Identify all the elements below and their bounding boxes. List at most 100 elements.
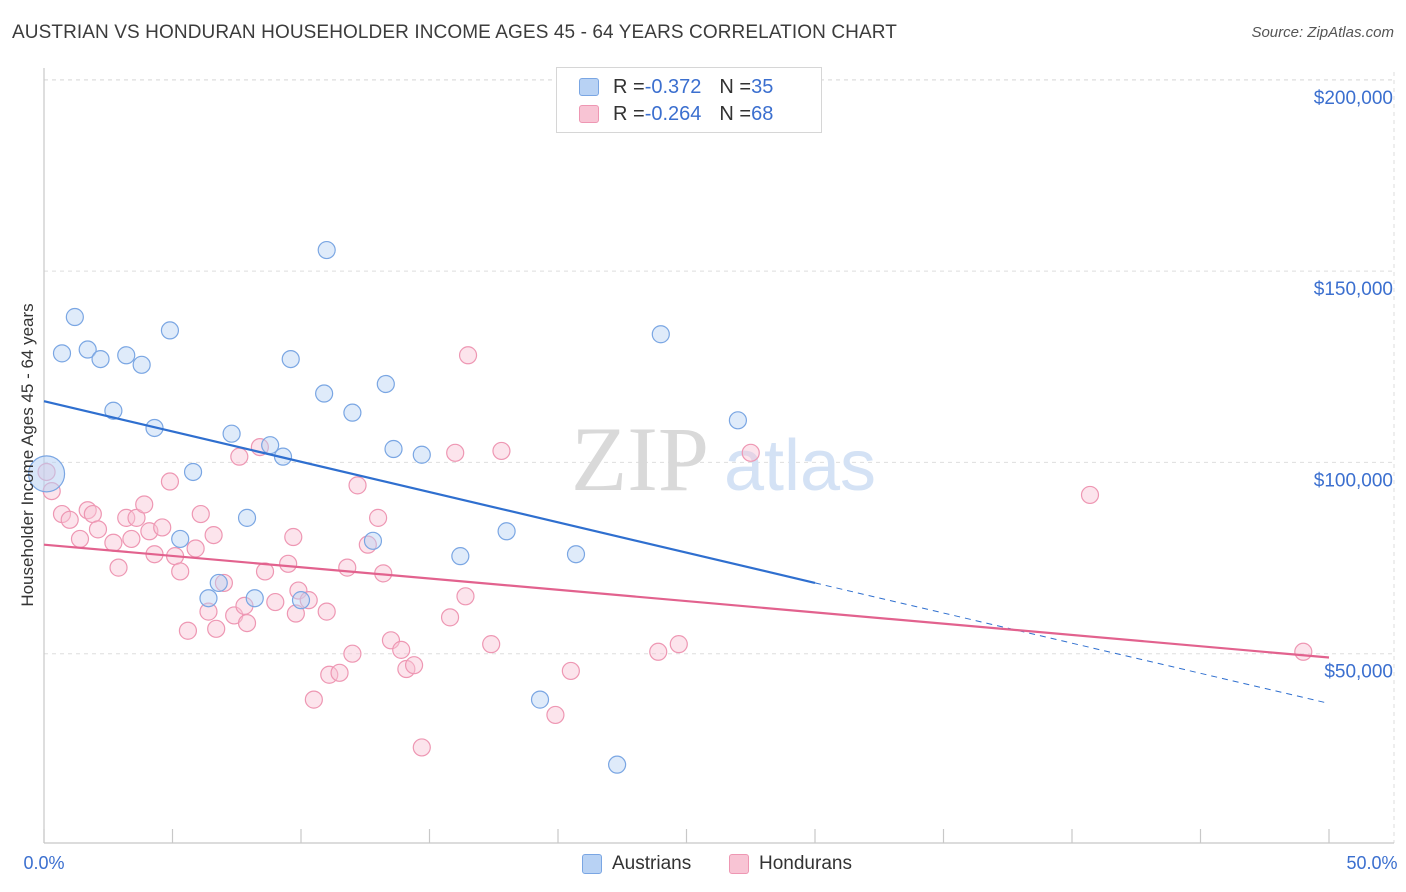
hondurans-point xyxy=(279,554,298,573)
austrians-legend-label: Austrians xyxy=(612,853,692,874)
austrians-point xyxy=(245,589,264,608)
hondurans-point xyxy=(109,558,128,577)
austrians-point xyxy=(566,545,586,564)
austrians-trend-extension xyxy=(814,582,1330,704)
hondurans-point xyxy=(1294,642,1313,661)
hondurans-point xyxy=(392,640,411,659)
r-value: -0.264 xyxy=(644,102,702,125)
hondurans-point xyxy=(458,346,478,365)
hondurans-point xyxy=(338,558,357,577)
hondurans-point xyxy=(440,608,460,627)
hondurans-point xyxy=(299,591,318,610)
austrians-point xyxy=(651,325,670,344)
hondurans-legend-label: Hondurans xyxy=(759,853,852,874)
hondurans-point xyxy=(456,587,475,606)
correlation-legend: R = -0.372 N = 35 R = -0.264 N = 68 xyxy=(556,67,822,133)
hondurans-point xyxy=(186,539,205,558)
legend-row-austrians: R = -0.372 N = 35 xyxy=(579,75,773,99)
hondurans-point xyxy=(237,613,257,633)
hondurans-trend-line xyxy=(43,543,1330,659)
austrians-point xyxy=(104,401,123,420)
hondurans-point xyxy=(135,495,154,514)
austrians-trend-line xyxy=(43,400,816,584)
hondurans-point xyxy=(286,604,305,623)
hondurans-point xyxy=(204,525,223,545)
y-axis-label: Householder Income Ages 45 - 64 years xyxy=(18,303,37,607)
austrians-point xyxy=(209,573,228,593)
hondurans-legend-swatch xyxy=(729,854,749,874)
austrians-point xyxy=(160,321,180,340)
n-label: N = xyxy=(719,102,752,125)
source-label: Source: ZipAtlas.com xyxy=(1251,24,1394,41)
hondurans-point xyxy=(649,642,668,661)
hondurans-point xyxy=(1080,485,1100,505)
hondurans-point xyxy=(171,562,190,581)
y-tick-label: $200,000 xyxy=(1314,88,1393,109)
austrians-point xyxy=(183,462,203,482)
hondurans-point xyxy=(199,602,218,621)
hondurans-point xyxy=(492,441,511,461)
hondurans-point xyxy=(330,663,349,682)
y-tick-labels: $50,000 $100,000 $150,000 $200,000 xyxy=(1314,88,1393,683)
hondurans-point xyxy=(546,705,565,725)
y-tick-label: $150,000 xyxy=(1314,279,1393,300)
austrians-point xyxy=(291,591,311,610)
austrians-point xyxy=(222,424,241,443)
hondurans-point xyxy=(70,529,90,549)
r-label: R = xyxy=(613,102,645,125)
hondurans-point xyxy=(127,508,146,527)
hondurans-point xyxy=(153,518,172,537)
x-tick-label-min: 0.0% xyxy=(23,853,64,873)
austrians-point xyxy=(384,439,403,459)
austrians-point xyxy=(199,589,218,608)
austrians-point xyxy=(728,411,748,430)
hondurans-point xyxy=(741,443,760,462)
hondurans-point xyxy=(482,635,501,654)
austrians-point xyxy=(132,355,151,374)
watermark-zip: ZIP xyxy=(571,408,709,510)
hondurans-point xyxy=(412,738,431,757)
hondurans-point xyxy=(304,690,323,709)
legend-item-austrians: Austrians xyxy=(582,851,691,877)
austrians-point xyxy=(27,455,66,493)
hondurans-point xyxy=(122,529,141,549)
austrians-point xyxy=(65,307,84,327)
austrians-point xyxy=(343,403,362,422)
austrians-point xyxy=(451,547,470,566)
legend-item-hondurans: Hondurans xyxy=(729,851,852,877)
data-points xyxy=(27,240,1313,774)
n-value: 35 xyxy=(751,75,774,98)
hondurans-point xyxy=(404,656,424,675)
n-label: N = xyxy=(719,75,752,98)
hondurans-point xyxy=(88,520,108,539)
y-tick-label: $100,000 xyxy=(1314,470,1393,491)
watermark-atlas: atlas xyxy=(724,426,876,506)
hondurans-point xyxy=(117,508,136,527)
n-value: 68 xyxy=(751,102,774,125)
hondurans-point xyxy=(369,508,388,527)
austrians-point xyxy=(91,349,110,369)
r-value: -0.372 xyxy=(644,75,702,98)
hondurans-point xyxy=(317,602,336,621)
austrians-point xyxy=(497,522,516,541)
austrians-point xyxy=(78,340,97,359)
austrians-swatch xyxy=(579,78,599,96)
trend-lines xyxy=(43,400,1330,704)
hondurans-point xyxy=(191,504,210,524)
austrians-legend-swatch xyxy=(582,854,602,874)
hondurans-point xyxy=(160,472,180,491)
austrians-point xyxy=(530,690,550,709)
austrians-point xyxy=(317,240,336,260)
hondurans-point xyxy=(178,621,198,640)
austrians-point xyxy=(52,344,72,363)
hondurans-point xyxy=(266,592,285,612)
hondurans-point xyxy=(255,562,275,581)
r-label: R = xyxy=(613,75,645,98)
hondurans-point xyxy=(446,443,465,462)
austrians-point xyxy=(363,531,383,550)
hondurans-point xyxy=(284,527,303,547)
austrians-point xyxy=(412,445,431,464)
austrians-point xyxy=(171,529,190,549)
hondurans-point xyxy=(60,510,79,529)
